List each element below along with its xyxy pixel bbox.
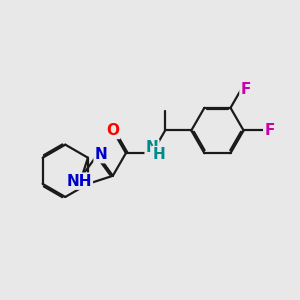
Text: H: H — [152, 147, 165, 162]
Text: N: N — [146, 140, 158, 155]
Text: N: N — [94, 147, 107, 162]
Text: F: F — [264, 123, 274, 138]
Text: NH: NH — [66, 174, 92, 189]
Text: F: F — [241, 82, 251, 97]
Text: O: O — [106, 123, 119, 138]
